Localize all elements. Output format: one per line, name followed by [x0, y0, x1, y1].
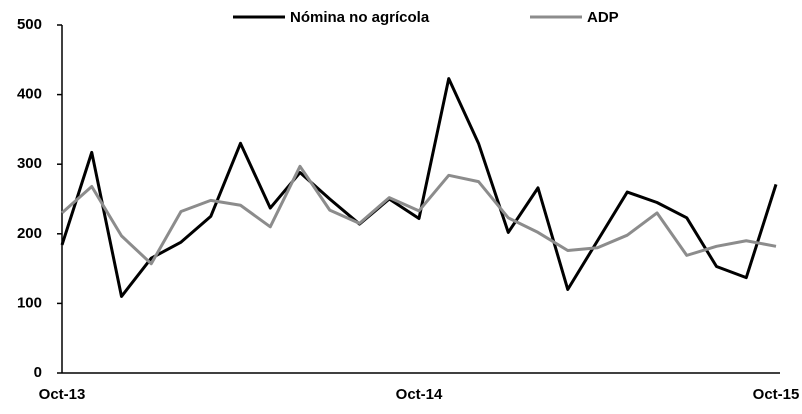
x-tick-label: Oct-13 [39, 386, 86, 403]
y-tick-label: 200 [17, 225, 42, 242]
y-tick-label: 400 [17, 86, 42, 103]
series-line [61, 164, 777, 266]
legend-label: Nómina no agrícola [290, 9, 430, 26]
legend-label: ADP [587, 9, 619, 26]
y-tick-label: 100 [17, 294, 42, 311]
y-tick-label: 500 [17, 16, 42, 33]
series-line [60, 77, 778, 298]
x-tick-label: Oct-15 [753, 386, 800, 403]
x-tick-label: Oct-14 [396, 386, 443, 403]
y-tick-label: 0 [34, 364, 42, 381]
y-tick-label: 300 [17, 155, 42, 172]
